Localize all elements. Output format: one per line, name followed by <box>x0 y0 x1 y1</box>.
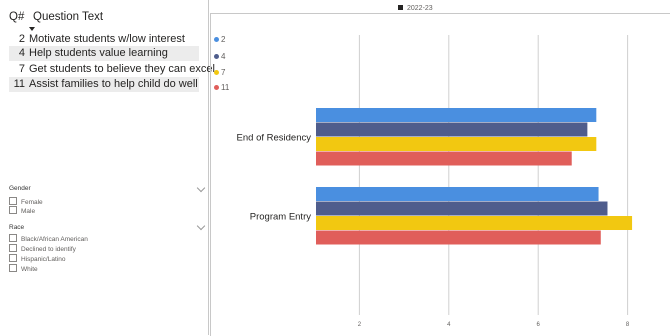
legend-dot <box>214 70 219 75</box>
legend-label: 7 <box>221 68 226 77</box>
race-option-white[interactable]: White <box>9 264 38 274</box>
row-qnum: 11 <box>13 78 25 90</box>
option-label: Black/African American <box>21 236 88 243</box>
option-label: White <box>21 266 38 273</box>
bar-q2-end-of-residency <box>316 108 597 122</box>
legend-item-q2[interactable]: 2 <box>214 35 225 45</box>
option-label: Male <box>21 208 36 215</box>
year-legend[interactable]: 2022-23 <box>398 5 433 12</box>
bar-q7-end-of-residency <box>316 137 597 151</box>
x-tick-label: 4 <box>447 322 451 328</box>
legend-dot <box>214 85 219 90</box>
gender-slicer-title: Gender <box>9 185 31 192</box>
legend-dot <box>214 37 219 42</box>
option-label: Hispanic/Latino <box>21 256 66 263</box>
bar-chart-panel <box>210 13 670 336</box>
row-qnum: 4 <box>18 47 25 59</box>
checkbox[interactable] <box>9 264 17 272</box>
bar-q4-program-entry <box>316 201 608 216</box>
row-question-text: Assist families to help child do well <box>29 78 198 90</box>
checkbox[interactable] <box>9 206 17 214</box>
qnum-column-header[interactable]: Q# <box>9 11 25 23</box>
legend-label: 2 <box>221 35 226 44</box>
legend-dot <box>214 54 219 59</box>
legend-label: 11 <box>221 83 230 92</box>
option-label: Female <box>21 199 43 206</box>
option-label: Declined to identify <box>21 246 76 253</box>
legend-item-q7[interactable]: 7 <box>214 68 225 78</box>
question-text-column-header[interactable]: Question Text <box>33 11 104 23</box>
bar-q11-program-entry <box>316 230 601 245</box>
bar-q2-program-entry <box>316 187 599 201</box>
table-row[interactable]: 2 Motivate students w/low interest <box>9 32 199 47</box>
row-qnum: 2 <box>18 33 25 45</box>
year-legend-swatch <box>398 5 403 10</box>
checkbox[interactable] <box>9 197 17 205</box>
bar-q4-end-of-residency <box>316 122 588 137</box>
category-label: End of Residency <box>237 133 312 144</box>
row-question-text: Get students to believe they can excel <box>29 63 215 75</box>
table-row[interactable]: 4 Help students value learning <box>9 46 199 61</box>
legend-item-q4[interactable]: 4 <box>214 52 225 62</box>
year-legend-label: 2022-23 <box>407 5 433 12</box>
table-row[interactable]: 11 Assist families to help child do well <box>9 77 199 92</box>
bar-q11-end-of-residency <box>316 151 572 166</box>
checkbox[interactable] <box>9 234 17 242</box>
row-question-text: Help students value learning <box>29 47 168 59</box>
bar-q7-program-entry <box>316 216 633 230</box>
legend-item-q11[interactable]: 11 <box>214 83 229 93</box>
checkbox[interactable] <box>9 254 17 262</box>
race-option-hispanic[interactable]: Hispanic/Latino <box>9 254 65 264</box>
category-label: Program Entry <box>250 212 311 223</box>
gender-option-male[interactable]: Male <box>9 206 35 216</box>
race-slicer-title: Race <box>9 224 25 231</box>
table-row[interactable]: 7 Get students to believe they can excel <box>9 62 215 77</box>
x-tick-label: 8 <box>626 322 630 328</box>
row-qnum: 7 <box>18 63 25 75</box>
checkbox[interactable] <box>9 244 17 252</box>
sort-descending-icon[interactable] <box>29 27 35 31</box>
gender-option-female[interactable]: Female <box>9 197 43 207</box>
x-tick-label: 2 <box>358 322 362 328</box>
row-question-text: Motivate students w/low interest <box>29 33 185 45</box>
legend-label: 4 <box>221 52 226 61</box>
x-tick-label: 6 <box>537 322 541 328</box>
race-option-black[interactable]: Black/African American <box>9 234 88 244</box>
question-table-panel: Q# Question Text 2 Motivate students w/lo… <box>0 0 215 335</box>
race-option-declined[interactable]: Declined to identify <box>9 244 76 254</box>
